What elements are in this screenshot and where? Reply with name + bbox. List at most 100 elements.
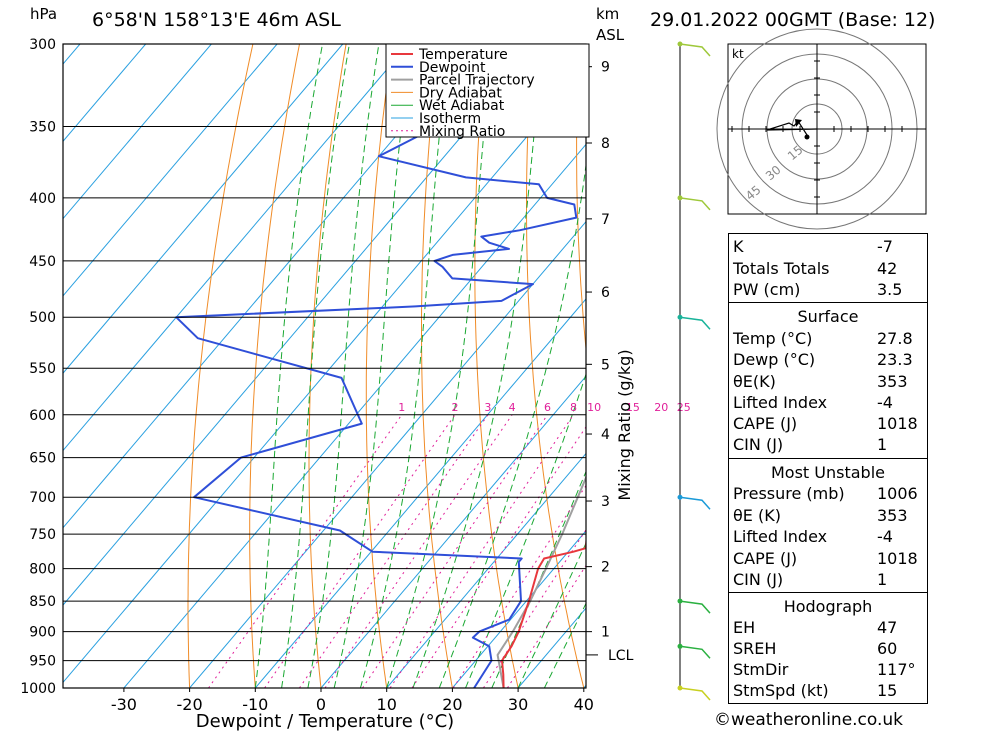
wet-adiabat-line bbox=[254, 44, 324, 688]
isotherm-line bbox=[254, 298, 586, 688]
hodograph-trace-arrow bbox=[795, 119, 802, 127]
km-tick-label: 2 bbox=[601, 560, 610, 576]
dry-adiabat-line bbox=[249, 44, 300, 688]
wind-barb-dot bbox=[677, 195, 683, 201]
dry-adiabat-line bbox=[576, 44, 586, 354]
pressure-tick-label: 400 bbox=[29, 191, 56, 207]
pressure-tick-label: 550 bbox=[29, 361, 56, 377]
surface-li-row: Lifted Index -4 bbox=[733, 393, 923, 415]
mixing-ratio-line bbox=[506, 564, 586, 688]
mixing-ratio-label: 8 bbox=[570, 401, 577, 414]
mu-cape-row: CAPE (J) 1018 bbox=[733, 549, 923, 571]
mu-pressure-value: 1006 bbox=[877, 484, 918, 503]
k-index-value: -7 bbox=[877, 237, 893, 256]
pw-label: PW (cm) bbox=[733, 280, 801, 299]
dry-adiabat-line bbox=[625, 44, 715, 688]
mixing-ratio-label: 10 bbox=[587, 401, 601, 414]
km-tick-label: 1 bbox=[601, 625, 610, 641]
eh-row: EH 47 bbox=[733, 618, 923, 640]
stmdir-value: 117° bbox=[877, 660, 916, 679]
km-tick-label: 8 bbox=[601, 136, 610, 152]
mu-theta-label: θE (K) bbox=[733, 506, 781, 525]
parcel-trajectory-line bbox=[496, 475, 586, 688]
isotherm-line bbox=[63, 44, 212, 220]
stmspd-label: StmSpd (kt) bbox=[733, 681, 829, 700]
pressure-tick-label: 600 bbox=[29, 408, 56, 424]
datetime-title: 29.01.2022 00GMT (Base: 12) bbox=[650, 9, 936, 31]
isotherm-line bbox=[63, 44, 278, 297]
mixing-ratio-label: 2 bbox=[451, 401, 458, 414]
wind-barb bbox=[679, 600, 711, 614]
surface-cin-value: 1 bbox=[877, 435, 888, 454]
temp-tick-label: 40 bbox=[574, 695, 594, 714]
mixing-ratio-label: 1 bbox=[398, 401, 405, 414]
isotherm-line bbox=[63, 44, 147, 143]
km-tick-label: 5 bbox=[601, 357, 610, 373]
wind-barb bbox=[679, 43, 711, 57]
mu-cape-value: 1018 bbox=[877, 549, 918, 568]
most-unstable-title: Most Unstable bbox=[771, 463, 885, 482]
sreh-value: 60 bbox=[877, 639, 898, 658]
isotherm-line bbox=[452, 530, 586, 688]
stmspd-row: StmSpd (kt) 15 bbox=[733, 681, 923, 703]
km-tick-label: 6 bbox=[601, 285, 610, 301]
wet-adiabat-line bbox=[386, 44, 493, 688]
pressure-tick-label: 300 bbox=[29, 37, 56, 53]
height-unit-asl: ASL bbox=[596, 26, 625, 44]
dry-adiabat-line bbox=[308, 44, 347, 688]
surface-theta-label: θE(K) bbox=[733, 372, 776, 391]
mixing-ratio-label: 6 bbox=[544, 401, 551, 414]
stmdir-label: StmDir bbox=[733, 660, 789, 679]
mixing-ratio-line bbox=[362, 414, 548, 688]
legend-label: Temperature bbox=[418, 47, 508, 63]
wind-barb bbox=[679, 496, 711, 510]
eh-label: EH bbox=[733, 618, 756, 637]
mu-pressure-label: Pressure (mb) bbox=[733, 484, 845, 503]
k-index-row: K -7 bbox=[733, 237, 923, 259]
surface-cape-row: CAPE (J) 1018 bbox=[733, 414, 923, 436]
mixing-ratio-axis-title: Mixing Ratio (g/kg) bbox=[615, 349, 634, 500]
legend-label: Isotherm bbox=[419, 111, 481, 127]
hodograph-panel: Hodograph EH 47 SREH 60 StmDir 117° StmSpd … bbox=[728, 592, 928, 704]
pressure-tick-label: 850 bbox=[29, 594, 56, 610]
legend-label: Parcel Trajectory bbox=[419, 73, 535, 89]
wind-barb-dot bbox=[677, 598, 683, 604]
temp-tick-label: 30 bbox=[508, 695, 528, 714]
mixing-ratio-line bbox=[452, 484, 586, 688]
wind-barb bbox=[679, 687, 711, 701]
lcl-label: LCL bbox=[608, 648, 634, 664]
storm-motion-marker bbox=[804, 134, 810, 140]
sreh-label: SREH bbox=[733, 639, 777, 658]
pressure-unit-label: hPa bbox=[30, 5, 58, 23]
mixing-ratio-line bbox=[208, 414, 403, 688]
mu-theta-row: θE (K) 353 bbox=[733, 506, 923, 528]
wet-adiabat-line bbox=[359, 44, 450, 688]
credit-text: ©weatheronline.co.uk bbox=[714, 710, 904, 730]
isotherm-line bbox=[189, 220, 586, 688]
eh-value: 47 bbox=[877, 618, 898, 637]
mu-cin-value: 1 bbox=[877, 570, 888, 589]
surface-temp-row: Temp (°C) 27.8 bbox=[733, 329, 923, 351]
legend-frame bbox=[385, 43, 590, 138]
plot-frame bbox=[62, 43, 587, 689]
mu-cin-label: CIN (J) bbox=[733, 570, 784, 589]
pw-row: PW (cm) 3.5 bbox=[733, 280, 923, 302]
km-tick-label: 7 bbox=[601, 212, 610, 228]
isotherm-line bbox=[320, 375, 586, 688]
legend-label: Mixing Ratio bbox=[419, 124, 505, 140]
hodograph-unit-label: kt bbox=[732, 47, 744, 61]
most-unstable-panel: Most Unstable Pressure (mb) 1006 θE (K) 35… bbox=[728, 458, 928, 594]
wet-adiabat-line bbox=[333, 44, 413, 688]
surface-dewp-value: 23.3 bbox=[877, 350, 913, 369]
surface-cape-value: 1018 bbox=[877, 414, 918, 433]
pressure-tick-label: 800 bbox=[29, 562, 56, 578]
surface-cin-row: CIN (J) 1 bbox=[733, 435, 923, 457]
mu-li-value: -4 bbox=[877, 527, 893, 546]
temp-tick-label: -30 bbox=[111, 695, 137, 714]
wind-barbs bbox=[677, 41, 711, 701]
isotherm-line bbox=[63, 44, 409, 452]
totals-totals-value: 42 bbox=[877, 259, 898, 278]
km-tick-label: 9 bbox=[601, 60, 610, 76]
mu-li-row: Lifted Index -4 bbox=[733, 527, 923, 549]
